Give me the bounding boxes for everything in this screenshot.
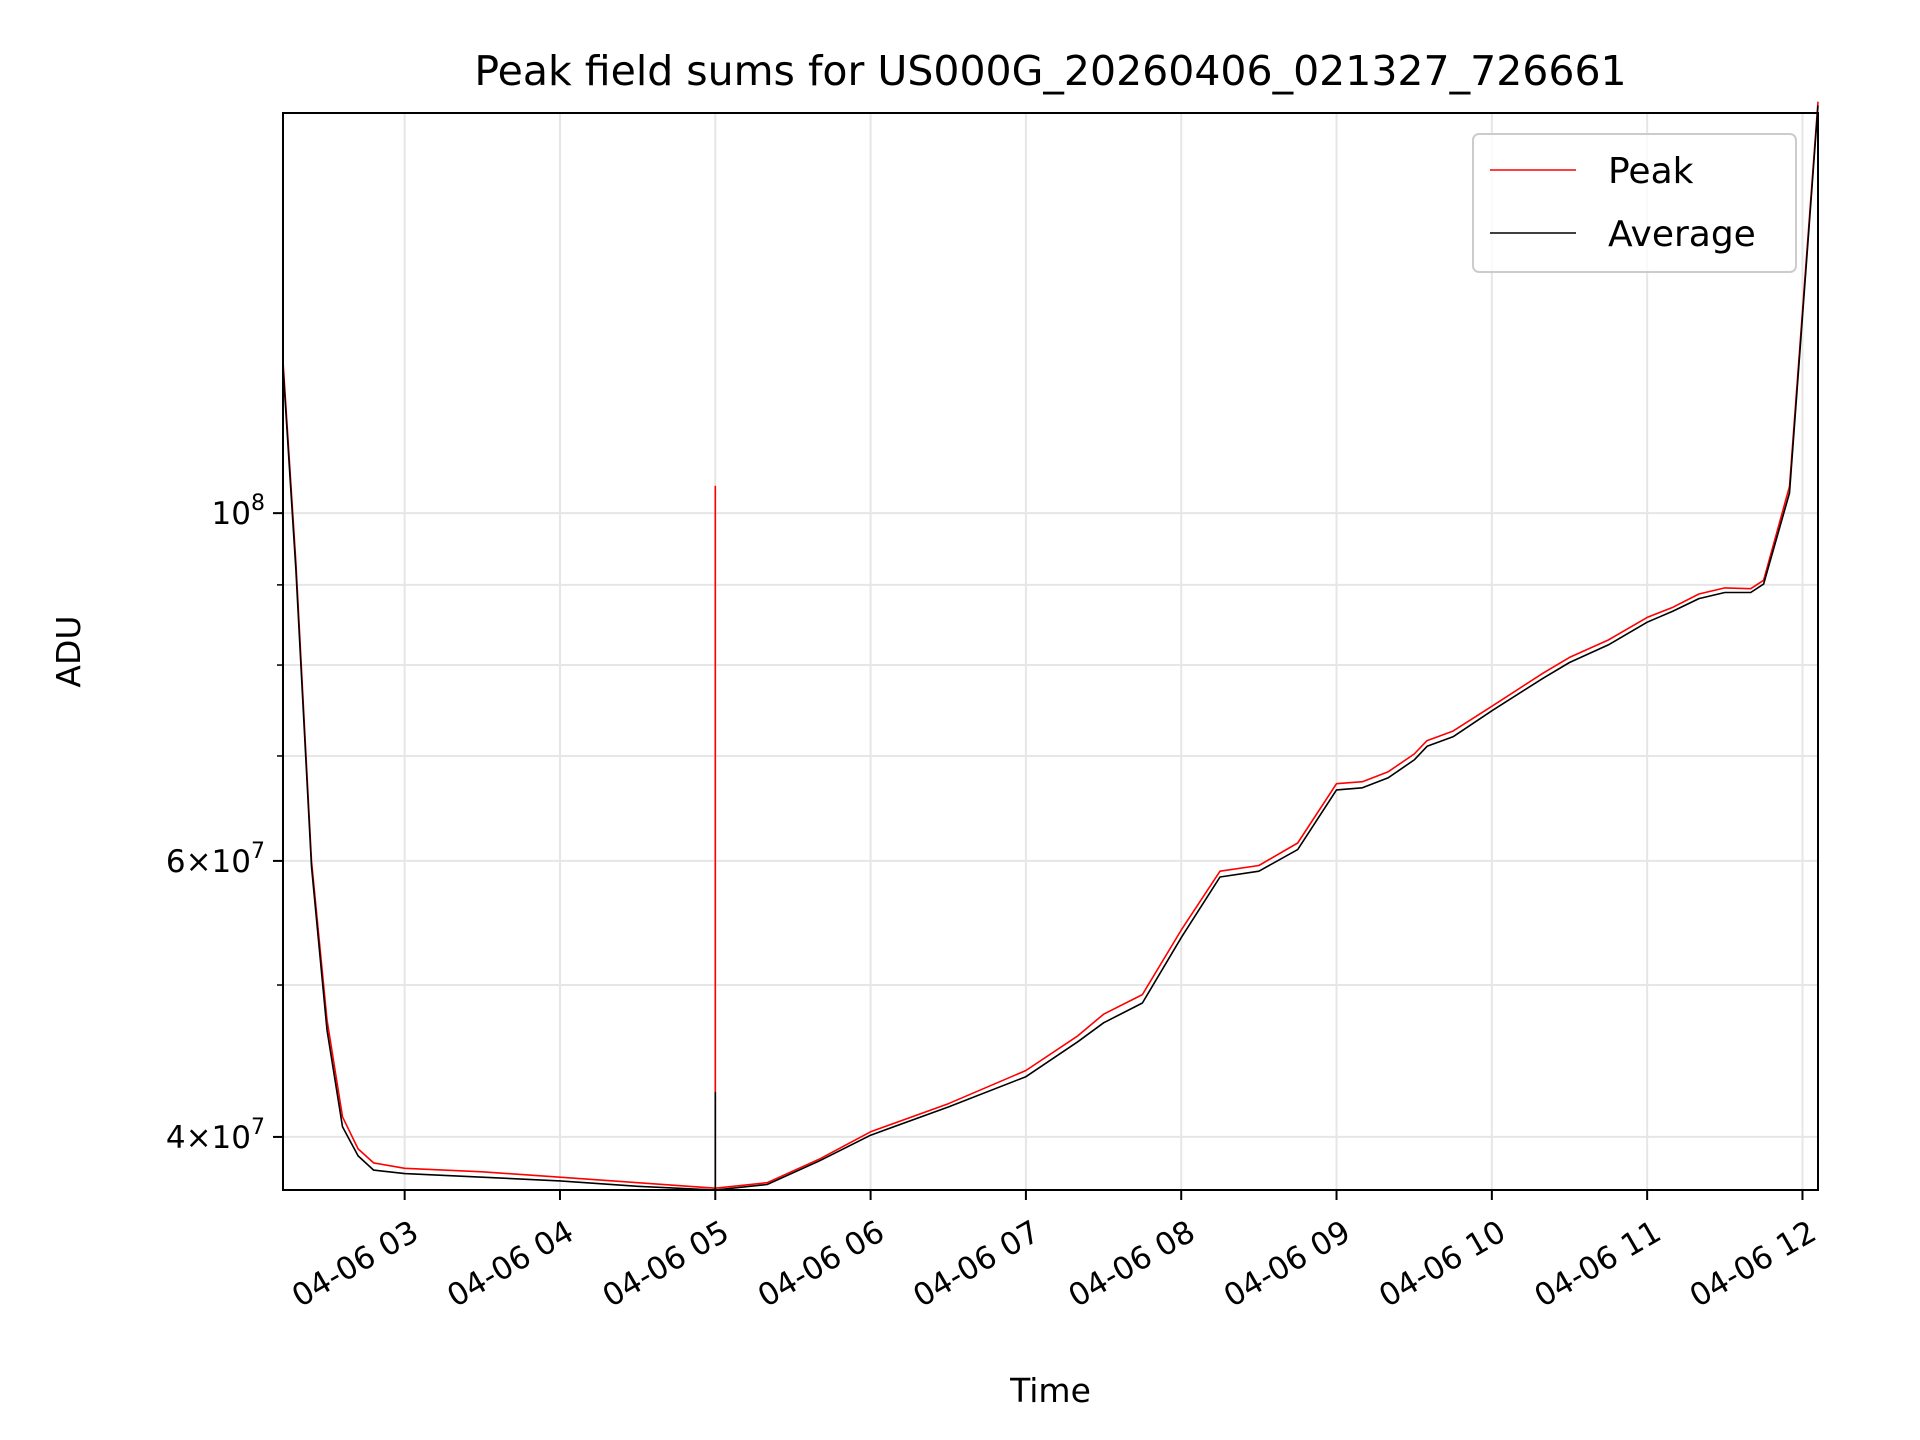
- plot-frame: [282, 112, 1819, 1191]
- y-axis-label: ADU: [49, 615, 88, 687]
- legend-box: [1472, 133, 1797, 273]
- y-tick-label: 4×107: [166, 1115, 265, 1156]
- x-axis-label: Time: [1009, 1371, 1091, 1410]
- y-tick-label: 108: [212, 491, 265, 532]
- series-line-peak: [282, 101, 1819, 1189]
- series-line-average: [282, 105, 1819, 1191]
- y-tick-label: 6×107: [166, 839, 265, 880]
- grid: [283, 113, 1818, 1190]
- legend: Peak Average: [1472, 133, 1797, 273]
- chart-title: Peak field sums for US000G_20260406_0213…: [474, 47, 1626, 95]
- legend-label-average: Average: [1608, 214, 1756, 255]
- legend-label-peak: Peak: [1608, 151, 1694, 192]
- plot-lines: [282, 101, 1819, 1191]
